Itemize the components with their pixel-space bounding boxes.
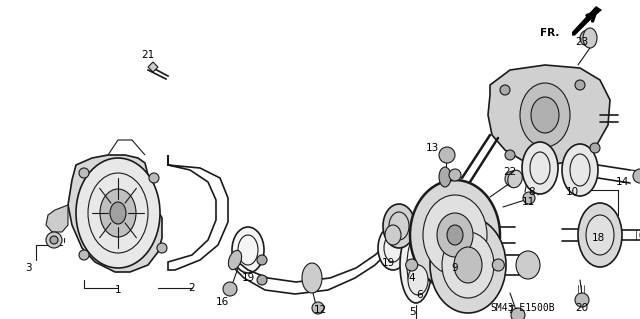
Ellipse shape (410, 180, 500, 290)
Circle shape (505, 171, 521, 187)
Text: 3: 3 (25, 263, 31, 273)
Circle shape (79, 250, 89, 260)
Polygon shape (572, 6, 602, 36)
Ellipse shape (100, 189, 136, 237)
Circle shape (575, 293, 589, 307)
Ellipse shape (408, 265, 428, 295)
Text: 11: 11 (522, 197, 534, 207)
Ellipse shape (110, 202, 126, 224)
Circle shape (257, 255, 267, 265)
Text: SM43-E1500B: SM43-E1500B (490, 303, 555, 313)
Circle shape (50, 236, 58, 244)
Ellipse shape (385, 225, 401, 245)
Circle shape (46, 232, 62, 248)
Circle shape (223, 282, 237, 296)
Circle shape (439, 147, 455, 163)
Ellipse shape (531, 97, 559, 133)
Text: 16: 16 (216, 297, 228, 307)
Circle shape (590, 143, 600, 153)
Circle shape (575, 80, 585, 90)
Ellipse shape (439, 167, 451, 187)
Ellipse shape (583, 28, 597, 48)
Ellipse shape (228, 250, 241, 270)
Text: 19: 19 (381, 258, 395, 268)
Polygon shape (46, 205, 68, 232)
Text: 21: 21 (141, 50, 155, 60)
Text: 14: 14 (616, 177, 628, 187)
Circle shape (449, 169, 461, 181)
Text: 19: 19 (241, 273, 255, 283)
Text: 1: 1 (115, 285, 122, 295)
Circle shape (312, 302, 324, 314)
Circle shape (79, 168, 89, 178)
Ellipse shape (76, 158, 160, 268)
Text: 5: 5 (409, 307, 415, 317)
Ellipse shape (578, 203, 622, 267)
Circle shape (580, 30, 596, 46)
Text: 10: 10 (565, 187, 579, 197)
Ellipse shape (508, 170, 522, 188)
Circle shape (511, 308, 525, 319)
Polygon shape (68, 155, 162, 272)
Ellipse shape (454, 247, 482, 283)
Text: 4: 4 (409, 273, 415, 283)
Text: 13: 13 (426, 143, 438, 153)
Ellipse shape (516, 251, 540, 279)
Text: 9: 9 (452, 263, 458, 273)
Ellipse shape (232, 227, 264, 273)
Text: 23: 23 (575, 37, 589, 47)
Text: 6: 6 (417, 290, 423, 300)
Circle shape (157, 243, 167, 253)
Text: 12: 12 (314, 305, 326, 315)
Circle shape (633, 169, 640, 183)
Ellipse shape (562, 144, 598, 196)
Polygon shape (148, 62, 158, 72)
Polygon shape (488, 65, 610, 165)
Ellipse shape (302, 263, 322, 293)
Text: 20: 20 (575, 303, 589, 313)
Ellipse shape (520, 83, 570, 147)
Ellipse shape (586, 215, 614, 255)
Text: 8: 8 (529, 187, 535, 197)
Text: FR.: FR. (540, 28, 559, 38)
Ellipse shape (430, 217, 506, 313)
Ellipse shape (400, 227, 432, 303)
Circle shape (505, 150, 515, 160)
Ellipse shape (378, 226, 408, 270)
Circle shape (500, 85, 510, 95)
Ellipse shape (423, 195, 487, 275)
Ellipse shape (447, 225, 463, 245)
Text: 2: 2 (189, 283, 195, 293)
Ellipse shape (522, 142, 558, 194)
Ellipse shape (383, 204, 415, 248)
Text: 7: 7 (507, 305, 513, 315)
Circle shape (406, 259, 418, 271)
Circle shape (257, 275, 267, 285)
Text: 22: 22 (504, 167, 516, 177)
Text: 18: 18 (591, 233, 605, 243)
Circle shape (523, 192, 535, 204)
Circle shape (492, 259, 504, 271)
Ellipse shape (437, 213, 473, 257)
Ellipse shape (442, 232, 494, 298)
Circle shape (149, 173, 159, 183)
